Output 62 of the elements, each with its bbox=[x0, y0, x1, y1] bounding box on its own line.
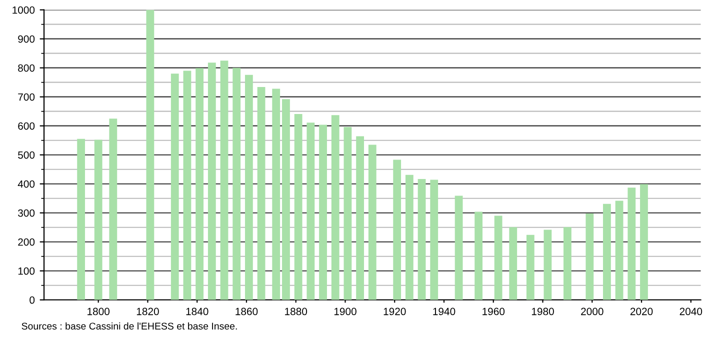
bar bbox=[232, 68, 241, 300]
y-tick-label: 400 bbox=[18, 180, 35, 188]
bar bbox=[494, 216, 502, 300]
bar bbox=[474, 212, 483, 300]
y-tick-label: 300 bbox=[18, 209, 35, 217]
y-tick-label: 500 bbox=[18, 151, 35, 159]
bar bbox=[509, 227, 518, 300]
x-tick-label: 2000 bbox=[581, 308, 604, 316]
bar bbox=[146, 10, 154, 300]
x-tick-label: 1800 bbox=[88, 308, 110, 316]
bar bbox=[294, 114, 302, 300]
bar bbox=[615, 200, 624, 300]
x-tick-label: 1920 bbox=[384, 308, 406, 316]
y-tick-label: 700 bbox=[18, 93, 35, 101]
y-tick-label: 800 bbox=[18, 64, 35, 72]
y-tick-label: 900 bbox=[18, 35, 35, 43]
bar bbox=[244, 74, 253, 300]
bar bbox=[170, 74, 179, 300]
y-tick-label: 600 bbox=[18, 122, 35, 130]
x-tick-label: 1840 bbox=[186, 308, 208, 316]
bar bbox=[454, 196, 463, 300]
bar bbox=[282, 99, 290, 300]
bar bbox=[628, 188, 636, 300]
bar bbox=[368, 144, 376, 300]
x-tick-label: 1820 bbox=[136, 308, 159, 316]
bar bbox=[196, 68, 204, 300]
bar bbox=[430, 180, 438, 300]
y-tick-label: 1000 bbox=[12, 6, 35, 14]
x-tick-label: 1980 bbox=[532, 308, 554, 316]
source-note: Sources : base Cassini de l'EHESS et base Insee. bbox=[22, 322, 237, 330]
bar bbox=[418, 178, 426, 300]
x-tick-label: 1860 bbox=[236, 308, 258, 316]
bar bbox=[220, 60, 228, 300]
bar bbox=[319, 124, 327, 300]
bar bbox=[356, 136, 364, 300]
bar bbox=[640, 184, 648, 300]
bar bbox=[405, 174, 414, 300]
bar bbox=[272, 88, 280, 300]
bar bbox=[208, 62, 216, 300]
bar bbox=[393, 160, 402, 300]
bar bbox=[603, 204, 611, 300]
x-tick-label: 2020 bbox=[630, 308, 653, 316]
bar bbox=[94, 140, 102, 300]
bar bbox=[544, 230, 552, 300]
x-tick-label: 1900 bbox=[334, 308, 356, 316]
y-tick-label: 0 bbox=[30, 296, 35, 304]
bar bbox=[586, 213, 594, 300]
y-tick-label: 200 bbox=[18, 238, 35, 246]
bar bbox=[306, 122, 315, 300]
x-tick-label: 1880 bbox=[285, 308, 308, 316]
x-tick-label: 2040 bbox=[680, 308, 702, 316]
x-tick-label: 1940 bbox=[433, 308, 456, 316]
bar bbox=[257, 87, 266, 300]
y-tick-label: 100 bbox=[18, 267, 35, 275]
x-tick-label: 1960 bbox=[482, 308, 505, 316]
bar bbox=[109, 118, 118, 300]
bar bbox=[526, 234, 534, 300]
bar bbox=[331, 115, 340, 300]
bar bbox=[183, 70, 192, 300]
bar bbox=[344, 127, 352, 300]
bar bbox=[563, 227, 572, 300]
bar bbox=[77, 138, 86, 300]
